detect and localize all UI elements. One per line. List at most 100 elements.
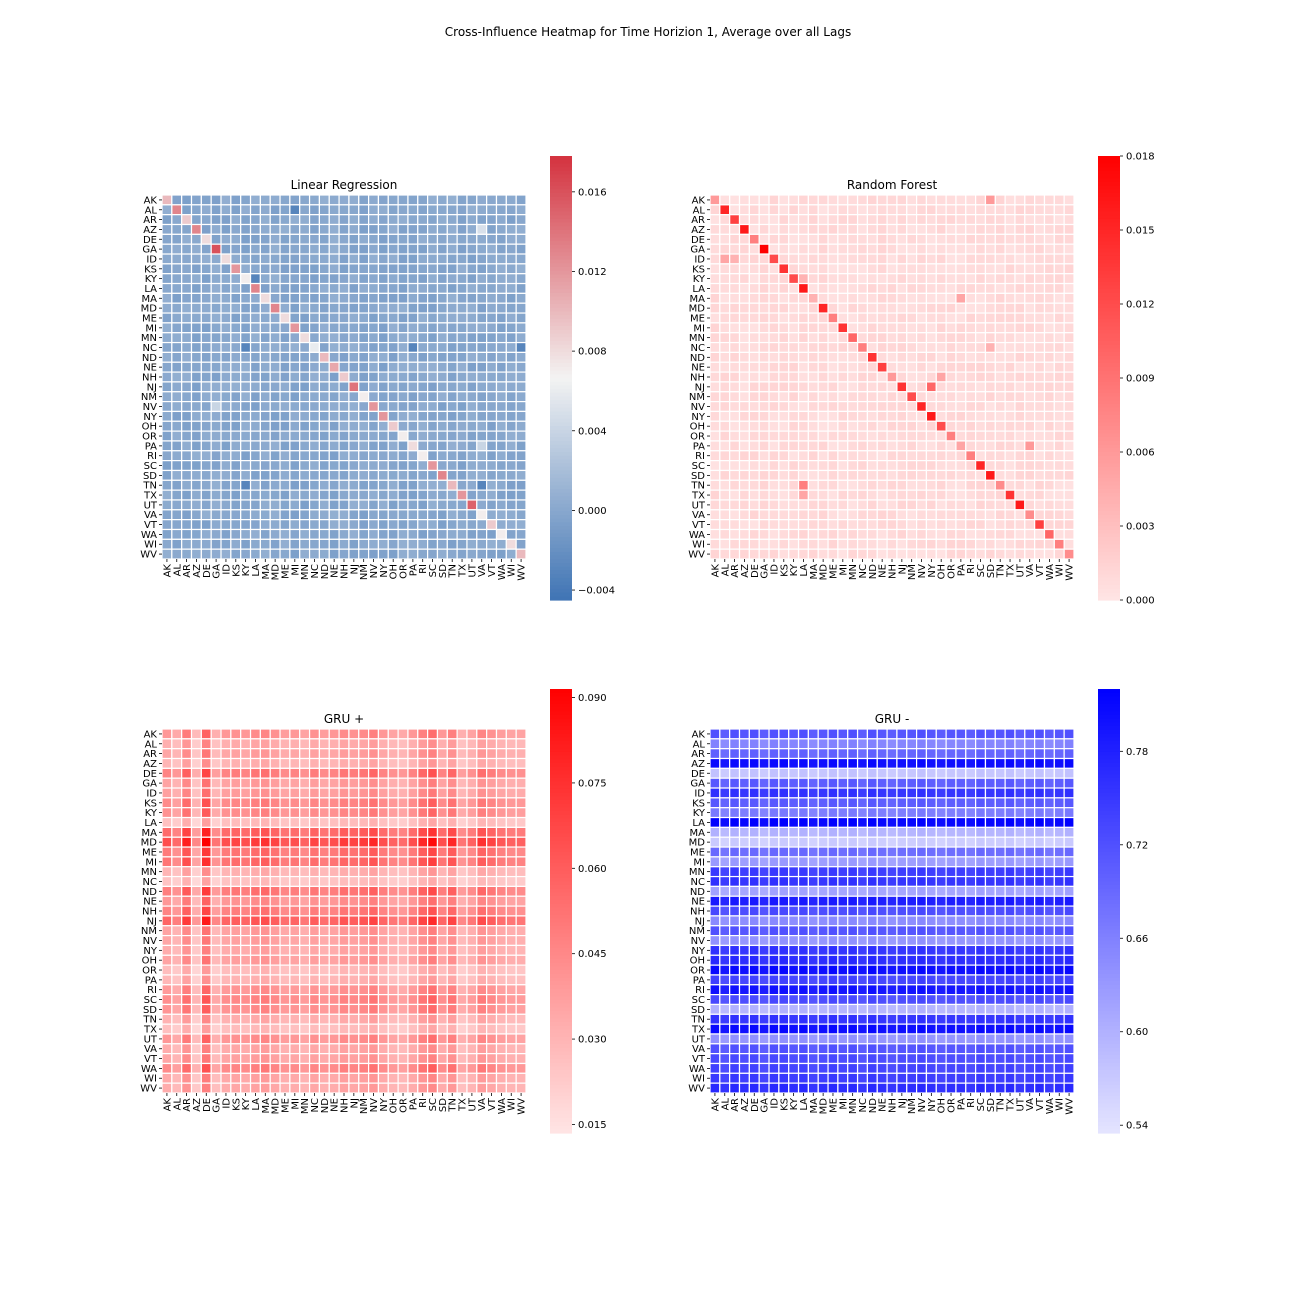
heatmap-cell: [945, 469, 957, 481]
heatmap-cell: [397, 410, 409, 422]
heatmap-cell: [338, 322, 350, 334]
heatmap-cell: [446, 797, 458, 809]
colorbar-segment: [550, 707, 572, 712]
colorbar-segment: [550, 774, 572, 779]
colorbar-segment: [1098, 577, 1120, 583]
heatmap-cell: [866, 361, 878, 373]
heatmap-cell: [289, 905, 301, 917]
heatmap-cell: [1034, 361, 1046, 373]
heatmap-cell: [427, 410, 439, 422]
heatmap-cell: [456, 469, 468, 481]
heatmap-cell: [476, 757, 488, 769]
heatmap-cell: [847, 479, 859, 491]
heatmap-cell: [965, 400, 977, 413]
heatmap-cell: [161, 469, 173, 481]
heatmap-cell: [837, 371, 849, 383]
heatmap-cell: [417, 430, 429, 442]
heatmap-cell: [269, 915, 281, 927]
heatmap-cell: [975, 509, 987, 521]
heatmap-cell: [709, 214, 721, 226]
heatmap-cell: [348, 430, 360, 442]
heatmap-cell: [328, 223, 340, 235]
heatmap-cell: [807, 548, 819, 560]
heatmap-cell: [896, 223, 908, 235]
heatmap-cell: [515, 915, 527, 927]
heatmap-cell: [397, 816, 409, 828]
heatmap-cell: [181, 263, 193, 275]
heatmap-cell: [837, 538, 849, 550]
heatmap-cell: [847, 253, 859, 265]
heatmap-cell: [495, 816, 507, 828]
heatmap-cell: [181, 223, 193, 235]
heatmap-cell: [308, 748, 321, 760]
heatmap-cell: [230, 767, 242, 779]
heatmap-cell: [1014, 469, 1026, 481]
heatmap-cell: [1004, 391, 1016, 403]
heatmap-cell: [1053, 302, 1065, 314]
heatmap-cell: [1063, 499, 1075, 511]
y-tick-label: RI: [695, 451, 705, 462]
heatmap-cell: [505, 974, 517, 986]
heatmap-cell: [495, 519, 507, 531]
heatmap-cell: [515, 243, 527, 255]
heatmap-cell: [466, 807, 478, 819]
heatmap-cell: [847, 528, 859, 540]
heatmap-cell: [269, 292, 281, 304]
heatmap-cell: [955, 302, 967, 314]
heatmap-cell: [797, 509, 809, 521]
heatmap-cell: [827, 223, 839, 235]
heatmap-cell: [387, 243, 399, 255]
colorbar-segment: [1098, 259, 1120, 264]
heatmap-cell: [994, 263, 1006, 275]
heatmap-cell: [387, 469, 399, 481]
heatmap-cell: [279, 371, 291, 383]
heatmap-cell: [269, 273, 281, 285]
heatmap-cell: [984, 371, 996, 383]
heatmap-cell: [417, 856, 429, 868]
colorbar-segment: [550, 907, 572, 912]
colorbar-segment: [1098, 156, 1120, 161]
heatmap-cell: [797, 214, 809, 226]
heatmap-cell: [476, 964, 488, 976]
colorbar-segment: [550, 1125, 572, 1130]
heatmap-cell: [210, 214, 222, 226]
heatmap-cell: [348, 1053, 360, 1065]
heatmap-cell: [427, 866, 439, 878]
heatmap-cell: [758, 312, 770, 324]
heatmap-cell: [200, 371, 212, 383]
heatmap-cell: [358, 450, 370, 462]
heatmap-cell: [171, 253, 183, 265]
heatmap-cell: [318, 440, 330, 452]
heatmap-cell: [387, 410, 399, 422]
heatmap-cell: [407, 499, 419, 511]
heatmap-cell: [436, 479, 448, 491]
heatmap-cell: [210, 509, 222, 521]
heatmap-cell: [358, 538, 370, 550]
heatmap-cell: [965, 528, 977, 540]
heatmap-cell: [161, 400, 173, 413]
heatmap-cell: [436, 469, 448, 481]
heatmap-cell: [1004, 273, 1016, 285]
y-tick-label: AL: [693, 205, 706, 216]
heatmap-cell: [837, 450, 849, 462]
heatmap-cell: [817, 391, 829, 403]
colorbar-segment: [550, 518, 572, 523]
x-tick-label: UT: [467, 563, 478, 577]
y-tick-label: KY: [145, 274, 158, 285]
heatmap-cell: [1004, 361, 1016, 373]
heatmap-cell: [259, 440, 271, 452]
heatmap-cell: [906, 204, 918, 216]
heatmap-cell: [456, 253, 468, 265]
heatmap-cell: [748, 410, 760, 422]
colorbar-tick-label: 0.016: [578, 187, 607, 198]
heatmap-cell: [456, 885, 468, 897]
heatmap-cell: [210, 204, 222, 216]
heatmap-cell: [387, 856, 399, 868]
heatmap-cell: [358, 194, 370, 206]
heatmap-cell: [348, 214, 360, 226]
heatmap-cell: [817, 214, 829, 226]
y-tick-label: MD: [141, 838, 158, 849]
colorbar-segment: [1098, 233, 1120, 238]
heatmap-cell: [279, 777, 291, 789]
heatmap-cell: [348, 984, 360, 996]
